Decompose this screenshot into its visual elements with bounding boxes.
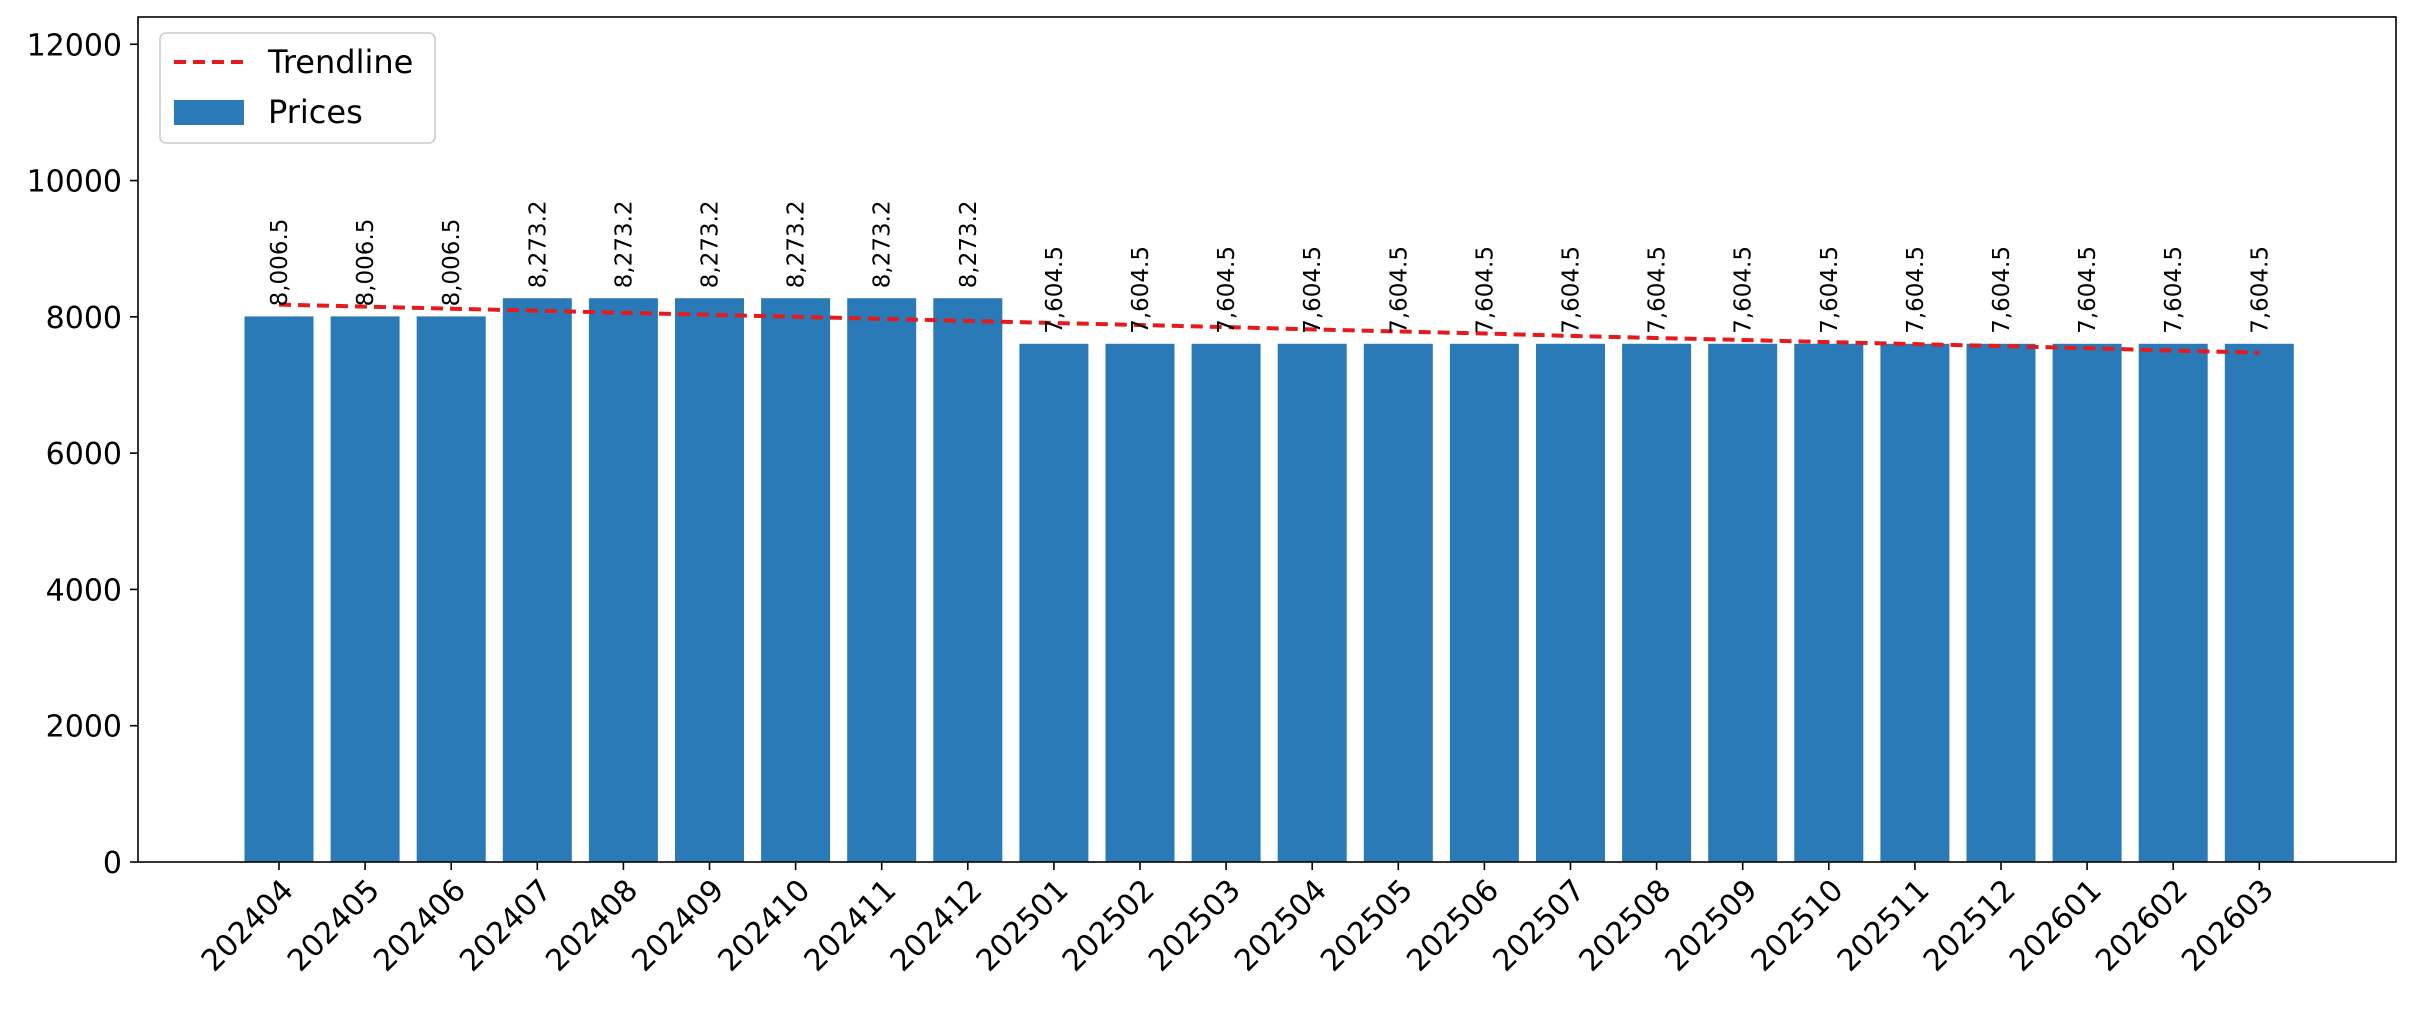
- bar-202410: [761, 298, 831, 863]
- x-tick-label-202512: 202512: [1917, 873, 2023, 979]
- bar-202405: [330, 316, 400, 862]
- bar-202407: [502, 298, 572, 863]
- bar-label-202502: 7,604.5: [1128, 246, 1154, 334]
- bar-label-202405: 8,006.5: [353, 219, 379, 307]
- y-tick-label-8000: 8000: [46, 301, 122, 336]
- bar-label-202507: 7,604.5: [1559, 246, 1585, 334]
- bar-202502: [1105, 343, 1175, 862]
- bar-label-202512: 7,604.5: [1989, 246, 2015, 334]
- bar-202411: [847, 298, 917, 863]
- x-tick-label-202506: 202506: [1400, 873, 1506, 979]
- bar-202511: [1880, 343, 1950, 862]
- bar-202412: [933, 298, 1003, 863]
- x-tick-label-202408: 202408: [539, 873, 645, 979]
- x-tick-label-202505: 202505: [1314, 873, 1420, 979]
- x-tick-label-202601: 202601: [2003, 873, 2109, 979]
- x-tick-label-202412: 202412: [884, 873, 990, 979]
- legend-trendline-label: Trendline: [267, 43, 413, 81]
- bar-label-202508: 7,604.5: [1645, 246, 1671, 334]
- bar-202602: [2138, 343, 2208, 862]
- bar-202503: [1191, 343, 1261, 862]
- bar-label-202410: 8,273.2: [784, 200, 810, 288]
- y-axis: 0 2000 4000 6000 8000 10000 12000: [27, 28, 138, 881]
- bar-202406: [416, 316, 486, 862]
- x-tick-label-202511: 202511: [1831, 873, 1937, 979]
- bar-202404: [244, 316, 314, 862]
- plot-frame: [137, 16, 2397, 863]
- y-tick-label-12000: 12000: [27, 28, 122, 63]
- x-tick-label-202504: 202504: [1228, 873, 1334, 979]
- bar-data-labels: 8,006.5 8,006.5 8,006.5 8,273.2 8,273.2 8,273…: [267, 200, 2273, 333]
- bar-202507: [1536, 343, 1605, 862]
- bar-label-202506: 7,604.5: [1472, 246, 1498, 334]
- bar-202508: [1622, 343, 1692, 862]
- bar-series: [244, 298, 2294, 863]
- bar-202506: [1449, 343, 1519, 862]
- bar-label-202501: 7,604.5: [1042, 246, 1068, 334]
- y-tick-label-2000: 2000: [46, 710, 122, 745]
- bar-label-202509: 7,604.5: [1731, 246, 1757, 334]
- bar-label-202603: 7,604.5: [2247, 246, 2273, 334]
- bar-202509: [1708, 343, 1778, 862]
- bar-202501: [1019, 343, 1089, 862]
- x-tick-label-202508: 202508: [1573, 873, 1679, 979]
- legend-prices-label: Prices: [268, 93, 363, 131]
- bar-202409: [675, 298, 744, 863]
- trendline-series: [278, 302, 2260, 355]
- bar-label-202504: 7,604.5: [1300, 246, 1326, 334]
- x-axis: 2024042024052024062024072024082024092024…: [195, 862, 2281, 979]
- bar-202510: [1794, 343, 1864, 862]
- x-tick-label-202405: 202405: [281, 873, 387, 979]
- bar-202512: [1966, 343, 2036, 862]
- x-tick-label-202410: 202410: [712, 873, 818, 979]
- x-tick-label-202509: 202509: [1659, 873, 1765, 979]
- bar-label-202411: 8,273.2: [870, 200, 896, 288]
- y-tick-label-4000: 4000: [46, 573, 122, 608]
- bar-202505: [1363, 343, 1433, 862]
- bar-label-202503: 7,604.5: [1214, 246, 1240, 334]
- x-tick-label-202404: 202404: [195, 873, 301, 979]
- chart-legend: Trendline Prices: [159, 32, 436, 144]
- bar-202408: [588, 298, 658, 863]
- x-tick-label-202411: 202411: [798, 873, 904, 979]
- x-tick-label-202602: 202602: [2089, 873, 2195, 979]
- bar-label-202406: 8,006.5: [439, 219, 465, 307]
- bar-label-202404: 8,006.5: [267, 219, 293, 307]
- x-tick-label-202501: 202501: [970, 873, 1076, 979]
- bar-label-202409: 8,273.2: [698, 200, 724, 288]
- x-tick-label-202503: 202503: [1142, 873, 1248, 979]
- y-tick-label-10000: 10000: [27, 165, 122, 200]
- bar-label-202601: 7,604.5: [2075, 246, 2101, 334]
- x-tick-label-202502: 202502: [1056, 873, 1162, 979]
- x-tick-label-202407: 202407: [453, 873, 559, 979]
- bar-label-202408: 8,273.2: [611, 200, 637, 288]
- bar-202603: [2224, 343, 2294, 862]
- bar-label-202505: 7,604.5: [1386, 246, 1412, 334]
- y-tick-label-0: 0: [103, 846, 122, 881]
- y-tick-label-6000: 6000: [46, 437, 122, 472]
- bar-202504: [1277, 343, 1347, 862]
- x-tick-label-202406: 202406: [367, 873, 473, 979]
- bar-label-202412: 8,273.2: [956, 200, 982, 288]
- legend-prices-swatch: [174, 100, 244, 125]
- x-tick-label-202409: 202409: [625, 873, 731, 979]
- bar-label-202602: 7,604.5: [2161, 246, 2187, 334]
- bar-label-202407: 8,273.2: [525, 200, 551, 288]
- x-tick-label-202510: 202510: [1745, 873, 1851, 979]
- bar-label-202511: 7,604.5: [1903, 246, 1929, 334]
- x-tick-label-202507: 202507: [1486, 873, 1592, 979]
- trendline: [278, 302, 2260, 355]
- bar-202601: [2052, 343, 2122, 862]
- bar-label-202510: 7,604.5: [1817, 246, 1843, 334]
- x-tick-label-202603: 202603: [2175, 873, 2281, 979]
